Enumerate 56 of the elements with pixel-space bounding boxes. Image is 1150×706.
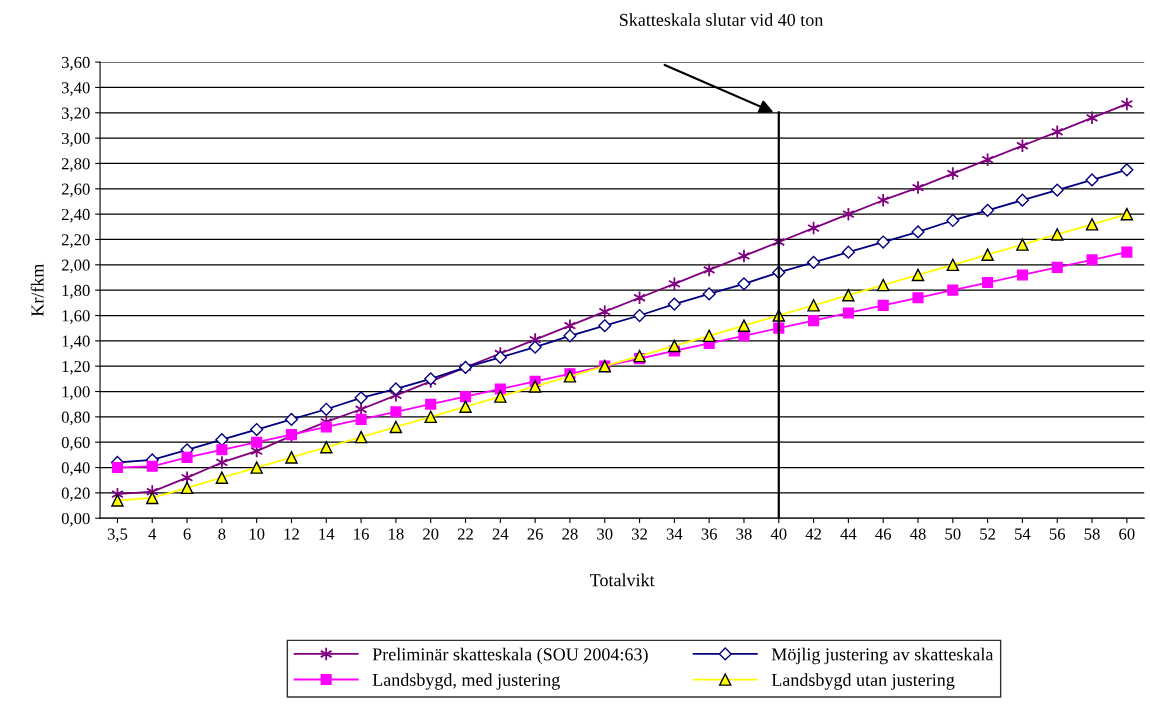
y-tick-label: 0,20: [61, 487, 90, 502]
y-tick-label: 0,60: [61, 436, 90, 451]
y-tick-label: 2,40: [61, 208, 90, 223]
y-axis-title: Kr/fkm: [30, 263, 44, 317]
x-tick-label: 38: [736, 528, 752, 540]
y-tick-label: 1,00: [62, 386, 90, 400]
x-tick-label: 16: [354, 528, 369, 540]
y-tick-label: 3,60: [61, 56, 90, 71]
x-tick-label: 48: [910, 528, 926, 540]
legend-label: Landsbygd, med justering: [372, 673, 560, 690]
y-tick-label: 2,20: [61, 234, 90, 248]
x-tick-label: 56: [1049, 528, 1066, 540]
x-tick-label: 32: [632, 528, 647, 540]
x-tick-label: 4: [148, 528, 157, 540]
x-tick-label: 36: [701, 528, 717, 540]
legend-label: Landsbygd utan justering: [771, 673, 955, 690]
x-tick-label: 30: [597, 528, 613, 540]
y-tick-label: 0,40: [61, 462, 90, 476]
x-axis-title: Totalvikt: [590, 573, 655, 587]
y-tick-label: 1,80: [62, 284, 90, 299]
y-tick-label: 1,40: [62, 335, 90, 350]
x-tick-label: 3,5: [107, 528, 128, 543]
y-tick-label: 1,60: [62, 310, 90, 324]
x-tick-label: 58: [1084, 528, 1100, 540]
x-tick-label: 24: [492, 528, 509, 540]
x-tick-label: 10: [249, 528, 265, 540]
x-tick-label: 34: [666, 528, 683, 540]
x-tick-label: 22: [457, 528, 473, 540]
x-tick-label: 54: [1015, 528, 1031, 540]
y-tick-label: 2,80: [61, 158, 90, 172]
y-tick-label: 3,40: [61, 82, 90, 96]
x-tick-label: 52: [980, 528, 996, 540]
y-tick-label: 1,20: [62, 360, 90, 375]
legend-label: Preliminär skatteskala (SOU 2004:63): [372, 647, 648, 665]
x-tick-label: 28: [562, 528, 578, 540]
x-tick-label: 6: [183, 528, 191, 540]
x-tick-label: 50: [945, 528, 961, 540]
legend-label: Möjlig justering av skatteskala: [771, 647, 994, 665]
y-tick-label: 0,80: [61, 411, 90, 426]
x-tick-label: 46: [875, 528, 892, 540]
y-tick-label: 3,20: [61, 107, 90, 122]
x-tick-label: 8: [218, 528, 226, 540]
x-tick-label: 40: [770, 528, 787, 540]
y-tick-label: 2,00: [61, 259, 90, 274]
x-tick-label: 44: [840, 528, 857, 540]
text: Skatteskala slutar vid 40 ton: [619, 13, 824, 26]
x-tick-label: 42: [805, 528, 821, 540]
y-tick-label: 3,00: [61, 132, 90, 147]
x-tick-label: 12: [284, 528, 299, 540]
x-tick-label: 20: [423, 528, 439, 540]
x-tick-label: 26: [527, 528, 543, 540]
y-tick-label: 2,60: [61, 183, 90, 198]
y-tick-label: 0,00: [61, 512, 90, 527]
x-tick-label: 60: [1119, 528, 1135, 540]
x-tick-label: 14: [319, 528, 335, 540]
x-tick-label: 18: [389, 528, 404, 540]
